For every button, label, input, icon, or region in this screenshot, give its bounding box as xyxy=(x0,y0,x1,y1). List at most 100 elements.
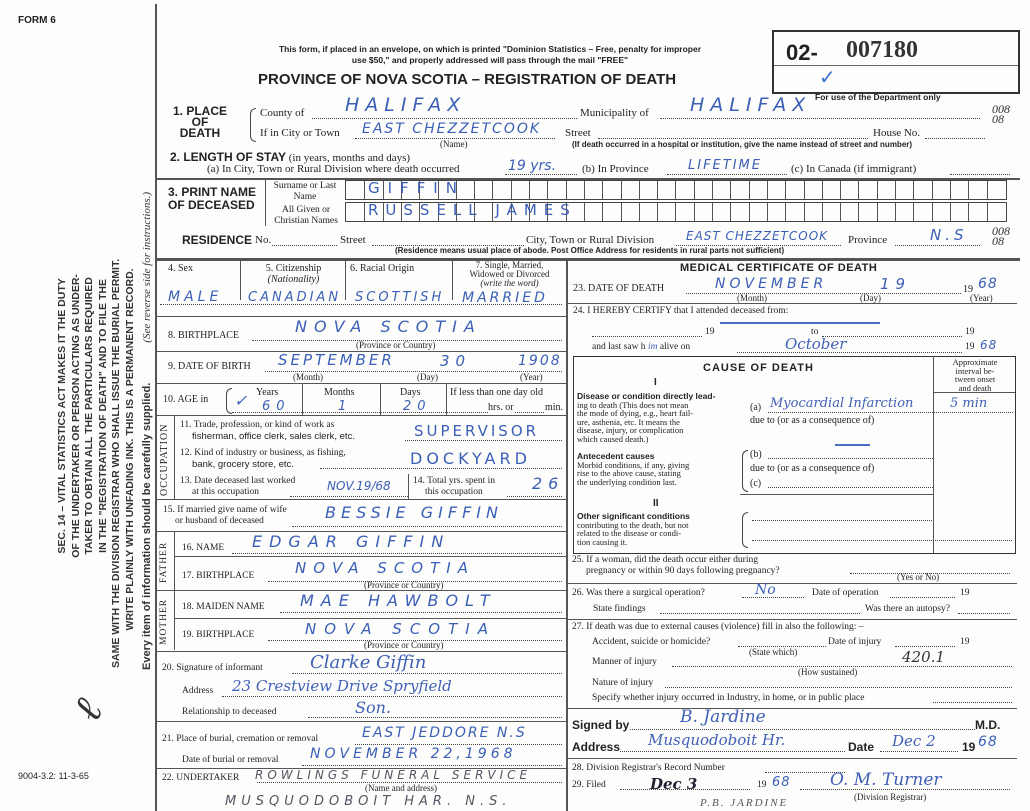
letter-box-divider xyxy=(748,203,750,221)
letter-box-divider xyxy=(913,203,915,221)
given-names-boxes[interactable] xyxy=(345,202,1007,222)
operation-century: 19 xyxy=(960,588,970,598)
form-label: FORM 6 xyxy=(18,15,56,26)
mother-side-label: MOTHER xyxy=(159,598,169,645)
brace xyxy=(742,512,748,548)
dob-month: SEPTEMBER xyxy=(278,351,395,369)
pen-stroke xyxy=(835,444,870,446)
age-years-label: Years xyxy=(256,387,279,398)
death-month-note: (Month) xyxy=(737,293,767,303)
letter-box-divider xyxy=(510,203,512,221)
given-names-label: All Given or Christian Names xyxy=(274,205,338,226)
classification-code: 420.1 xyxy=(902,648,945,666)
divider xyxy=(155,258,1020,261)
surname-boxes[interactable] xyxy=(345,180,1007,200)
birthplace-note: (Province or Country) xyxy=(356,340,436,350)
house-label: House No. xyxy=(873,127,921,139)
findings-label: State findings xyxy=(593,604,646,614)
letter-box-divider xyxy=(821,181,823,199)
age-check-mark: ✓ xyxy=(234,391,248,410)
q12-label: 12. Kind of industry or business, as fis… xyxy=(180,448,346,470)
physician-signature: B. Jardine xyxy=(680,707,766,727)
undertaker-address: MUSQUODOBOIT HAR. N.S. xyxy=(225,794,512,809)
letter-box-divider xyxy=(529,203,530,221)
residence-city-label: City, Town or Rural Division xyxy=(526,234,655,246)
letter-box-divider xyxy=(931,181,933,199)
burial-date-value: NOVEMBER 22,1968 xyxy=(310,746,517,762)
yes-no-note: (Yes or No) xyxy=(897,572,940,582)
birthplace-value: NOVA SCOTIA xyxy=(295,317,482,336)
letter-box-divider xyxy=(730,203,732,221)
letter-box-divider xyxy=(766,181,768,199)
dob-label: 9. DATE OF BIRTH xyxy=(168,361,251,372)
citizenship-value: CANADIAN xyxy=(248,290,342,305)
residence-no-label: No. xyxy=(255,234,272,246)
surgical-operation-value: No xyxy=(755,582,776,598)
signed-by-label: Signed by xyxy=(572,718,630,732)
part-two-label: II xyxy=(653,498,659,509)
physician-address-label: Address xyxy=(572,740,621,754)
check-mark: ✓ xyxy=(819,67,836,89)
pen-stroke xyxy=(720,322,880,324)
other-conditions-label: Other significant conditions contributing… xyxy=(577,511,690,547)
letter-box-divider xyxy=(382,203,384,221)
letter-box-divider xyxy=(364,203,366,221)
mother-name-value: MAE HAWBOLT xyxy=(300,591,497,610)
letter-box-divider xyxy=(730,181,732,199)
death-century: 19 xyxy=(963,284,973,295)
relationship-label: Relationship to deceased xyxy=(182,707,277,717)
autopsy-label: Was there an autopsy? xyxy=(865,604,950,614)
death-year-note: (Year) xyxy=(970,293,993,303)
letter-box-divider xyxy=(529,181,530,199)
letter-box-divider xyxy=(638,181,640,199)
letter-box-divider xyxy=(858,181,860,199)
due-to-label: due to (or as a consequence of) xyxy=(750,415,875,426)
letter-box-divider xyxy=(766,203,768,221)
burial-place-label: 21. Place of burial, cremation or remova… xyxy=(162,734,319,744)
letter-box-divider xyxy=(547,203,549,221)
nature-label: Nature of injury xyxy=(592,678,654,688)
letter-box-divider xyxy=(455,181,457,199)
length-of-stay-label: 2. LENGTH OF STAY (in years, months and … xyxy=(170,150,411,164)
residence-province-value: N.S xyxy=(930,226,968,244)
county-label: County of xyxy=(260,107,305,119)
city-value: EAST CHEZZETCOOK xyxy=(362,121,542,137)
sign-year: 68 xyxy=(978,734,998,750)
dob-month-note: (Month) xyxy=(293,372,323,382)
letter-box-divider xyxy=(675,181,677,199)
surname-value: GIFFIN xyxy=(368,179,465,197)
dob-day: 30 xyxy=(440,352,472,370)
letter-box-divider xyxy=(602,181,604,199)
stay-province-label: (b) In Province xyxy=(582,163,649,175)
death-month: NOVEMBER xyxy=(715,276,828,292)
initial-mark: ℓ xyxy=(64,691,113,729)
letter-box-divider xyxy=(712,203,713,221)
age-days-value: 20 xyxy=(403,399,432,414)
letter-box-divider xyxy=(840,181,842,199)
letter-box-divider xyxy=(693,203,695,221)
letter-box-divider xyxy=(803,181,805,199)
letter-box-divider xyxy=(785,181,787,199)
dob-year: 1908 xyxy=(518,353,562,369)
stay-city-label: (a) In City, Town or Rural Division wher… xyxy=(207,163,460,175)
informant-address: 23 Crestview Drive Spryfield xyxy=(232,677,452,695)
dob-year-note: (Year) xyxy=(520,372,543,382)
father-name-label: 16. NAME xyxy=(182,543,225,553)
undertaker-note: (Name and address) xyxy=(365,783,437,793)
from-century: 19 xyxy=(705,327,715,337)
mother-birthplace-value: NOVA SCOTIA xyxy=(305,620,496,638)
letter-box-divider xyxy=(419,203,421,221)
municipality-value: HALIFAX xyxy=(690,94,812,116)
birthplace-label: 8. BIRTHPLACE xyxy=(168,330,240,341)
operation-date-label: Date of operation xyxy=(812,588,879,598)
letter-box-divider xyxy=(455,203,457,221)
residence-note: (Residence means usual place of abode. P… xyxy=(395,246,785,255)
burial-date-label: Date of burial or removal xyxy=(182,755,279,765)
jardine-stamp: P.B. JARDINE xyxy=(700,797,789,809)
surname-label: Surname or Last Name xyxy=(273,181,337,202)
racial-origin-value: SCOTTISH xyxy=(355,290,445,305)
letter-box-divider xyxy=(620,181,622,199)
dept-only-note: For use of the Department only xyxy=(815,92,941,102)
form-border-left xyxy=(155,4,157,811)
md-label: M.D. xyxy=(975,718,1001,732)
